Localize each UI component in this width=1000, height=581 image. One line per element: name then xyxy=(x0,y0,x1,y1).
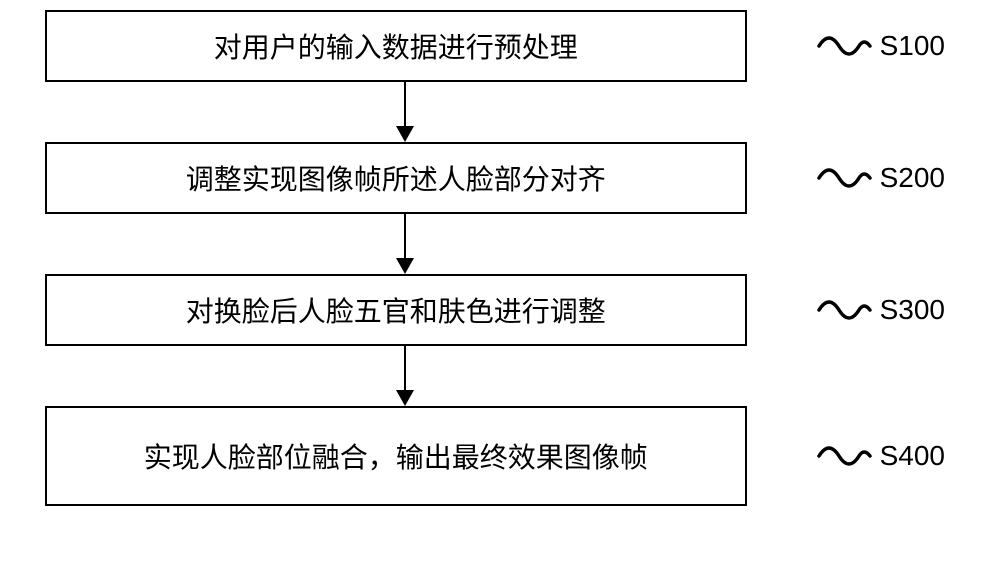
step-row-s400: 实现人脸部位融合，输出最终效果图像帧 S400 xyxy=(45,406,945,506)
step-text: 实现人脸部位融合，输出最终效果图像帧 xyxy=(144,436,648,476)
step-row-s200: 调整实现图像帧所述人脸部分对齐 S200 xyxy=(45,142,945,214)
squiggle-icon xyxy=(817,26,872,66)
arrow-head-icon xyxy=(396,258,414,274)
step-box-s300: 对换脸后人脸五官和肤色进行调整 xyxy=(45,274,747,346)
arrow-line xyxy=(404,346,406,392)
arrow-head-icon xyxy=(396,126,414,142)
squiggle-icon xyxy=(817,158,872,198)
connector-s200-s300 xyxy=(45,214,765,274)
squiggle-icon xyxy=(817,436,872,476)
step-label-wrap: S100 xyxy=(817,26,945,66)
step-box-s100: 对用户的输入数据进行预处理 xyxy=(45,10,747,82)
step-text: 对换脸后人脸五官和肤色进行调整 xyxy=(186,290,606,330)
step-label: S200 xyxy=(880,162,945,194)
step-label-wrap: S400 xyxy=(817,436,945,476)
connector-s100-s200 xyxy=(45,82,765,142)
step-row-s100: 对用户的输入数据进行预处理 S100 xyxy=(45,10,945,82)
arrow-head-icon xyxy=(396,390,414,406)
step-row-s300: 对换脸后人脸五官和肤色进行调整 S300 xyxy=(45,274,945,346)
step-text: 调整实现图像帧所述人脸部分对齐 xyxy=(186,158,606,198)
flowchart-container: 对用户的输入数据进行预处理 S100 调整实现图像帧所述人脸部分对齐 S200 对换脸后… xyxy=(45,10,945,506)
step-text: 对用户的输入数据进行预处理 xyxy=(214,26,578,66)
arrow-line xyxy=(404,82,406,128)
step-box-s400: 实现人脸部位融合，输出最终效果图像帧 xyxy=(45,406,747,506)
connector-s300-s400 xyxy=(45,346,765,406)
step-box-s200: 调整实现图像帧所述人脸部分对齐 xyxy=(45,142,747,214)
step-label: S100 xyxy=(880,30,945,62)
step-label-wrap: S200 xyxy=(817,158,945,198)
step-label-wrap: S300 xyxy=(817,290,945,330)
step-label: S400 xyxy=(880,440,945,472)
step-label: S300 xyxy=(880,294,945,326)
squiggle-icon xyxy=(817,290,872,330)
arrow-line xyxy=(404,214,406,260)
